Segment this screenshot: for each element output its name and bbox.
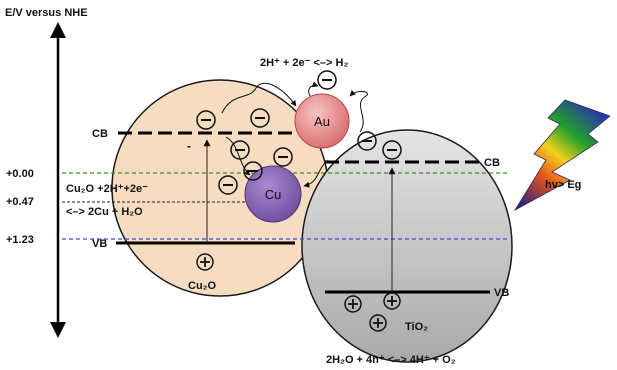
hole-icon	[383, 292, 401, 310]
cu2o-reduction-line2: <–> 2Cu + H₂O	[66, 206, 143, 218]
axis-title: E/V versus NHE	[5, 7, 88, 19]
tio2-vb-label: VB	[494, 287, 509, 299]
tio2-name: TiO₂	[405, 321, 428, 333]
au-label: Au	[314, 114, 330, 129]
cu2o-name: Cu₂O	[188, 280, 217, 292]
cu2o-cb-label: CB	[92, 128, 108, 140]
cu-nanoparticle	[244, 165, 302, 223]
transfer-arrow-au-to-h2	[308, 81, 319, 97]
cu-label: Cu	[265, 187, 282, 202]
transfer-arrow-tio2-to-au	[349, 90, 368, 133]
tio2-cb-label: CB	[484, 157, 500, 169]
axis-arrow-down-icon	[50, 322, 66, 338]
electron-icon	[317, 70, 337, 90]
water-oxidation-reaction: 2H₂O + 4h⁺ <–> 4H⁺ + O₂	[326, 354, 456, 366]
electron-icon	[196, 110, 216, 130]
electron-icon	[382, 140, 402, 160]
hole-icon	[344, 295, 362, 313]
electron-icon	[218, 175, 238, 195]
hydrogen-evolution-reaction: 2H⁺ + 2e⁻ <–> H₂	[260, 57, 348, 69]
transfer-arrow-tio2-to-cu	[303, 159, 329, 188]
tick-label-0.00: +0.00	[6, 168, 34, 180]
hole-icon	[369, 314, 387, 332]
cu2o-vb-label: VB	[92, 238, 107, 250]
light-energy-label: hν> Eg	[545, 179, 581, 191]
transfer-arrow-cu2o-to-au	[221, 83, 297, 114]
electron-icon	[250, 108, 270, 128]
au-nanoparticle	[294, 93, 350, 149]
electron-icon	[357, 131, 377, 151]
axis-arrow-up-icon	[50, 22, 66, 38]
transfer-arrow-cb-to-cu	[225, 136, 251, 176]
lightning-bolt-icon	[513, 99, 611, 212]
electron-icon	[273, 147, 293, 167]
tick-label-0.47: +0.47	[6, 196, 34, 208]
hole-icon	[196, 253, 214, 271]
minus-mark: -	[187, 139, 191, 153]
tick-label-1.23: +1.23	[6, 234, 34, 246]
cu2o-reduction-line1: Cu₂O +2H⁺+2e⁻	[66, 183, 148, 195]
